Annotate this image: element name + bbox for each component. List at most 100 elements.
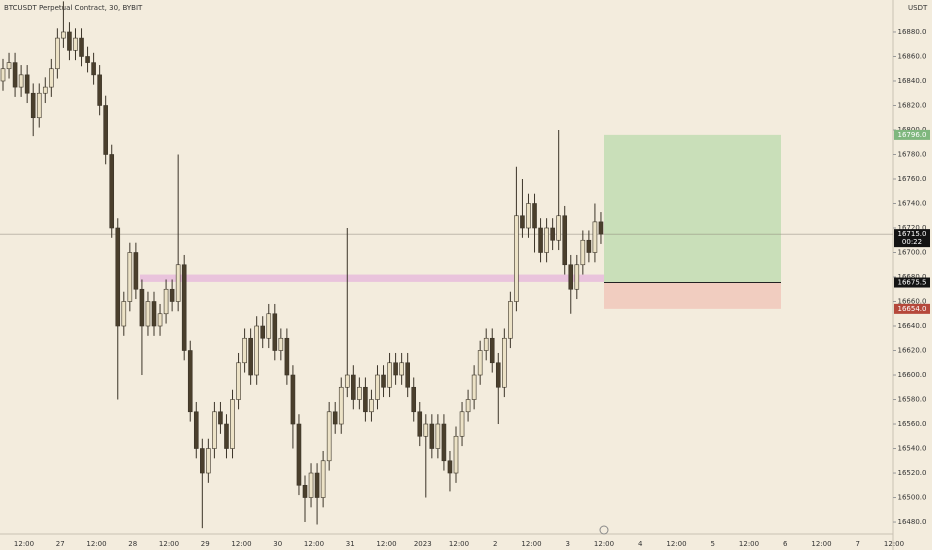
candle-body [495,362,501,388]
candle-body [6,62,12,70]
zone [140,274,604,282]
y-tick-label: 16720.0 [898,224,927,232]
candle-body [127,252,133,302]
candle-body [302,484,308,498]
candle-body [193,411,199,449]
candle-body [562,215,568,266]
y-tick-label: 16600.0 [898,371,927,379]
candle-body [181,264,187,351]
candle-body [61,31,66,39]
candle-body [580,239,586,266]
candle-body [0,68,6,82]
candle-body [121,301,127,327]
x-tick-label: 12:00 [739,540,759,548]
y-tick-label: 16520.0 [898,469,927,477]
y-tick-label: 16500.0 [898,494,927,502]
loss-zone [604,282,781,309]
candle-body [157,313,163,327]
price-label: 16796.0 [898,131,927,139]
x-tick-label: 28 [128,540,137,548]
price-label-box [894,229,930,248]
candle-body [224,423,229,449]
price-label-box [894,129,930,140]
candle-body [574,264,580,290]
candle-body [453,435,459,474]
candle-body [284,337,290,376]
price-label: 16715.0 [898,230,927,238]
candle-body [248,337,253,376]
candle-body [423,423,429,437]
candle-body [369,399,374,413]
x-tick-label: 6 [783,540,788,548]
x-tick-label: 12:00 [449,540,469,548]
candle-body [175,264,181,302]
y-tick-label: 16680.0 [898,273,927,281]
candle-body [344,374,350,388]
candle-body [568,264,574,290]
candle-body [459,411,465,437]
candle-body [169,288,175,302]
candle-body [405,362,410,388]
candle-body [538,227,543,253]
profit-zone [604,134,781,283]
x-tick-label: 12:00 [884,540,904,548]
candle-body [266,313,272,339]
candle-body [67,31,72,51]
candle-body [502,337,507,388]
y-tick-label: 16700.0 [898,249,927,257]
candle-body [18,74,24,88]
candle-body [393,362,398,376]
candle-body [212,411,217,449]
candle-body [411,386,417,413]
candle-body [206,448,211,474]
candle-body [36,92,42,119]
y-tick-label: 16620.0 [898,347,927,355]
x-tick-label: 5 [711,540,715,548]
candle-body [49,68,54,88]
x-tick-label: 7 [856,540,860,548]
price-label: 16675.5 [898,279,927,287]
x-tick-label: 2023 [414,540,432,548]
candle-body [441,423,447,462]
candle-body [79,37,84,57]
candle-body [97,74,102,106]
candle-body [429,423,435,449]
candle-body [598,221,604,235]
candle-body [230,399,235,449]
candle-body [42,86,48,94]
candle-body [375,374,380,400]
x-tick-label: 30 [273,540,282,548]
candle-body [471,374,477,400]
candle-body [417,411,423,437]
candle-body [435,423,441,449]
candle-body [483,337,489,351]
candle-body [91,62,96,76]
y-tick-label: 16740.0 [898,199,927,207]
candle-body [139,288,145,327]
x-tick-label: 29 [201,540,210,548]
x-tick-label: 12:00 [304,540,324,548]
x-tick-label: 12:00 [521,540,541,548]
candle-body [514,215,519,302]
candle-body [556,215,561,241]
x-tick-label: 3 [566,540,570,548]
candle-body [236,362,241,400]
price-label-box [894,303,930,314]
candle-body [278,337,284,351]
candle-body [532,203,537,229]
candle-body [85,56,90,63]
candle-body [544,227,549,253]
candle-body [447,460,453,474]
chart-title: BTCUSDT Perpetual Contract, 30, BYBIT [4,4,143,12]
candle-body [550,227,555,241]
candle-body [109,154,115,229]
y-tick-label: 16760.0 [898,175,927,183]
y-tick-label: 16840.0 [898,77,927,85]
candle-body [272,313,278,351]
x-tick-label: 2 [493,540,497,548]
candle-body [103,105,108,155]
candle-body [187,350,193,413]
candle-body [465,399,471,413]
candle-body [477,350,483,376]
